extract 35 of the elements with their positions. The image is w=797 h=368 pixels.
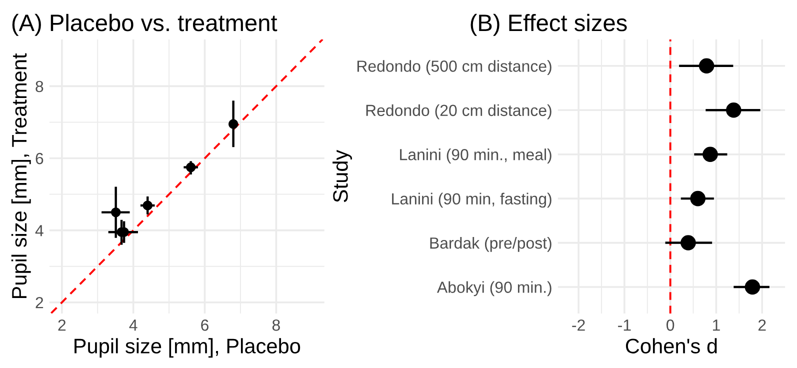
y-axis-title: Pupil size [mm], Treatment xyxy=(11,53,31,298)
y-tick-label: 4 xyxy=(35,225,44,236)
point xyxy=(702,146,718,162)
point xyxy=(110,207,121,218)
y-axis-title: Study xyxy=(332,150,352,202)
y-tick-label: 8 xyxy=(36,80,44,92)
y-tick-label: 2 xyxy=(36,297,44,308)
point xyxy=(680,235,696,250)
y-tick-label: Abokyi (90 min.) xyxy=(436,281,552,296)
y-tick-label: Bardak (pre/post) xyxy=(430,237,552,252)
x-tick-label: 2 xyxy=(58,320,66,331)
y-tick-label: 6 xyxy=(36,152,44,164)
point xyxy=(690,190,706,206)
chart-title: (B) Effect sizes xyxy=(470,14,627,36)
x-tick-label: 6 xyxy=(201,320,208,331)
y-tick-label: Redondo (20 cm distance) xyxy=(366,104,552,120)
x-tick-label: 1 xyxy=(712,320,720,331)
y-tick-label: Lanini (90 min, fasting) xyxy=(392,192,552,208)
x-tick-label: -1 xyxy=(618,320,631,331)
point xyxy=(698,58,714,74)
x-axis-title: Cohen's d xyxy=(626,338,717,354)
x-tick-label: 8 xyxy=(272,320,280,331)
point xyxy=(142,200,152,210)
chart-title: (A) Placebo vs. treatment xyxy=(12,14,278,36)
y-tick-label: Lanini (90 min., meal) xyxy=(400,148,552,164)
point xyxy=(726,102,742,118)
y-tick-label: Redondo (500 cm distance) xyxy=(357,60,552,75)
x-tick-label: -2 xyxy=(572,320,585,331)
point xyxy=(744,279,760,295)
x-tick-label: 2 xyxy=(758,320,766,331)
x-tick-label: 4 xyxy=(129,320,138,331)
x-tick-label: 0 xyxy=(666,320,674,331)
point xyxy=(186,162,196,172)
x-axis-title: Pupil size [mm], Placebo xyxy=(74,338,300,358)
point xyxy=(228,119,238,129)
